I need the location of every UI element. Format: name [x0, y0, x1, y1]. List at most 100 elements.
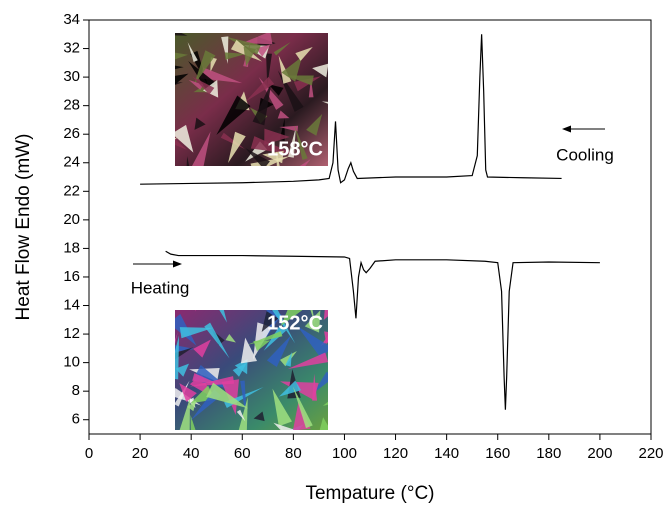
y-axis-title: Heat Flow Endo (mW) [13, 134, 34, 321]
y-tick-label: 24 [63, 154, 80, 171]
texture [272, 388, 292, 427]
texture [322, 401, 328, 406]
plot-frame [88, 19, 652, 435]
x-tick-label: 60 [234, 445, 251, 462]
y-tick-label: 28 [63, 97, 80, 114]
texture [312, 373, 318, 401]
texture [175, 426, 176, 428]
inset-label: 158°C [267, 138, 323, 160]
texture [288, 127, 296, 158]
texture [192, 76, 215, 95]
texture [210, 57, 217, 73]
texture [225, 334, 236, 343]
texture [224, 52, 246, 60]
y-tick-label: 34 [63, 11, 80, 28]
texture [193, 50, 216, 85]
inset-image [175, 33, 328, 166]
texture [292, 386, 313, 429]
y-tick-label: 30 [63, 68, 80, 85]
texture [236, 409, 246, 422]
texture [306, 114, 323, 136]
y-tick-label: 10 [63, 354, 80, 371]
texture [261, 311, 279, 332]
texture [175, 345, 195, 352]
texture [304, 310, 321, 333]
texture [195, 310, 196, 312]
x-tick-label: 140 [434, 445, 459, 462]
y-tick-label: 22 [63, 182, 80, 199]
texture [279, 380, 302, 397]
texture [245, 76, 275, 102]
texture [175, 139, 188, 150]
texture [219, 310, 228, 323]
texture [252, 82, 272, 126]
texture [273, 422, 296, 430]
texture [277, 110, 290, 119]
texture [234, 359, 248, 375]
texture [308, 78, 314, 98]
line [165, 250, 600, 410]
texture [266, 335, 292, 368]
texture [187, 400, 197, 412]
texture [186, 156, 190, 166]
texture [295, 46, 313, 61]
texture [264, 128, 290, 145]
texture [179, 327, 214, 339]
texture [243, 46, 256, 67]
texture [246, 331, 283, 346]
texture [228, 131, 246, 163]
x-tick-label: 180 [536, 445, 561, 462]
texture [268, 84, 284, 96]
texture [175, 331, 178, 344]
texture [188, 79, 204, 90]
texture [273, 41, 291, 56]
texture [253, 411, 265, 422]
y-tick-label: 12 [63, 325, 80, 342]
texture [175, 363, 190, 377]
texture [285, 352, 292, 367]
texture [287, 352, 328, 370]
inset-label: 152°C [267, 312, 323, 334]
texture [175, 80, 177, 81]
arrow-head [173, 260, 182, 268]
texture [240, 337, 258, 364]
x-tick-label: 20 [132, 445, 149, 462]
x-tick-label: 220 [638, 445, 663, 462]
texture [175, 73, 189, 85]
texture [245, 148, 270, 166]
texture [281, 56, 303, 82]
texture [175, 97, 176, 98]
y-tick-label: 14 [63, 296, 80, 313]
texture [324, 331, 328, 345]
texture [175, 65, 184, 70]
texture [192, 373, 220, 385]
texture [190, 414, 196, 430]
texture [175, 124, 194, 153]
x-tick-label: 120 [383, 445, 408, 462]
texture [312, 63, 328, 78]
texture [175, 347, 194, 360]
texture [188, 60, 217, 92]
texture [285, 75, 314, 86]
texture [297, 326, 328, 359]
texture [175, 52, 189, 60]
texture [179, 383, 197, 403]
texture [262, 150, 284, 164]
line [140, 34, 562, 185]
texture [200, 33, 201, 34]
texture [179, 397, 190, 430]
texture [187, 42, 198, 62]
texture [175, 133, 177, 135]
texture [194, 117, 206, 130]
texture [175, 137, 178, 140]
texture [204, 322, 230, 359]
y-tick-label: 18 [63, 239, 80, 256]
texture [321, 101, 328, 104]
x-tick-label: 80 [285, 445, 302, 462]
texture [238, 397, 248, 430]
inset-image [175, 310, 328, 430]
texture [323, 310, 328, 320]
y-tick-label: 32 [63, 40, 80, 57]
texture [191, 131, 211, 166]
